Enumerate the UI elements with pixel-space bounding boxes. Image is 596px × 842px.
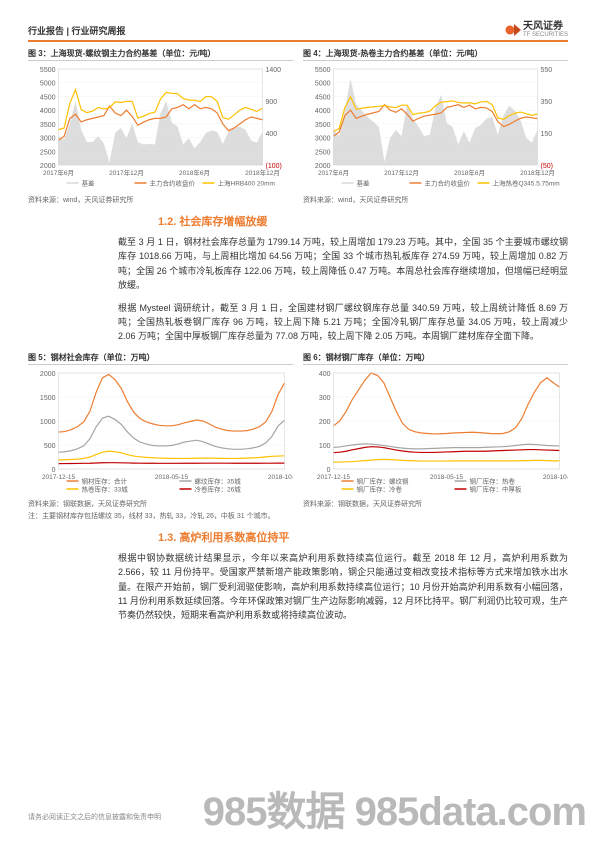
svg-text:钢厂库存：螺纹钢: 钢厂库存：螺纹钢 [357, 476, 410, 485]
svg-text:150: 150 [541, 131, 553, 138]
svg-text:2000: 2000 [40, 371, 56, 378]
svg-text:4000: 4000 [315, 108, 331, 115]
svg-text:2017年6月: 2017年6月 [43, 168, 74, 177]
chart-3-canvas: 2000 2500 3000 3500 4000 4500 5000 5500 (100) 400… [28, 63, 293, 193]
svg-text:200: 200 [319, 419, 331, 426]
svg-text:螺纹库存：35城: 螺纹库存：35城 [195, 476, 242, 485]
chart-4-source: 资料来源：wind，天风证券研究所 [303, 195, 568, 205]
svg-text:100: 100 [319, 443, 331, 450]
chart-5-title: 图 5：钢材社会库存（单位：万吨） [28, 352, 293, 365]
chart-3: 图 3：上海现货-螺纹钢主力合约基差（单位：元/吨） 2000 2500 3000 3… [28, 48, 293, 205]
svg-text:4500: 4500 [40, 94, 56, 101]
svg-text:0: 0 [327, 467, 331, 474]
svg-text:500: 500 [44, 443, 56, 450]
svg-text:350: 350 [541, 99, 553, 106]
chart-4-canvas: 2000 2500 3000 3500 4000 4500 5000 5500 (50) 150 3… [303, 63, 568, 193]
watermark: 985数据 985data.com [203, 779, 586, 837]
svg-text:2017-12-15: 2017-12-15 [317, 474, 351, 481]
svg-text:钢厂库存：中厚板: 钢厂库存：中厚板 [470, 484, 523, 493]
svg-text:1400: 1400 [266, 67, 282, 74]
section-12-p2: 根据 Mysteel 调研统计，截至 3 月 1 日，全国建材钢厂螺纹钢库存总量… [118, 301, 568, 344]
chart-6-source: 资料来源：钢联数据，天风证券研究所 [303, 499, 568, 509]
svg-text:400: 400 [319, 371, 331, 378]
svg-text:2018-10-15: 2018-10-15 [543, 474, 568, 481]
svg-text:3500: 3500 [40, 122, 56, 129]
svg-text:主力合约收盘价: 主力合约收盘价 [425, 179, 471, 188]
section-13-p1: 根据中钢协数据统计结果显示，今年以来高炉利用系数持续高位运行。截至 2018 年… [118, 551, 568, 623]
svg-text:5500: 5500 [40, 67, 56, 74]
section-12-p1: 截至 3 月 1 日，钢材社会库存总量为 1799.14 万吨，较上周增加 17… [118, 235, 568, 293]
svg-text:冷卷库存：26城: 冷卷库存：26城 [195, 484, 242, 493]
charts-row-1: 图 3：上海现货-螺纹钢主力合约基差（单位：元/吨） 2000 2500 3000 3… [28, 48, 568, 205]
chart-5-canvas: 0 500 1000 1500 2000 2017-12-15 2018-05-15 2018… [28, 367, 293, 497]
svg-text:3000: 3000 [40, 136, 56, 143]
svg-text:基差: 基差 [82, 179, 96, 188]
logo-cn: 天风证券 [523, 22, 568, 32]
svg-text:1000: 1000 [40, 419, 56, 426]
svg-text:钢厂库存：冷卷: 钢厂库存：冷卷 [357, 484, 403, 493]
svg-text:钢厂库存：热卷: 钢厂库存：热卷 [470, 476, 516, 485]
page-header: 行业报告 | 行业研究周报 天风证券 TF SECURITIES [28, 22, 568, 42]
svg-text:2018-10-15: 2018-10-15 [268, 474, 293, 481]
svg-text:2018年6月: 2018年6月 [179, 168, 210, 177]
svg-text:2017年6月: 2017年6月 [318, 168, 349, 177]
svg-text:2000: 2000 [315, 163, 331, 170]
svg-text:2017-12-15: 2017-12-15 [42, 474, 76, 481]
svg-text:2018-05-15: 2018-05-15 [155, 474, 189, 481]
svg-text:2017年12月: 2017年12月 [109, 168, 144, 177]
svg-text:550: 550 [541, 67, 553, 74]
logo-icon [505, 22, 521, 38]
svg-text:上海HRB400 20mm: 上海HRB400 20mm [218, 179, 275, 188]
svg-text:3500: 3500 [315, 122, 331, 129]
logo: 天风证券 TF SECURITIES [505, 22, 568, 38]
svg-text:900: 900 [266, 99, 278, 106]
svg-text:钢材库存：合计: 钢材库存：合计 [82, 476, 128, 485]
footer-disclaimer: 请务必阅读正文之后的信息披露和免责申明 [28, 812, 161, 822]
chart-6-canvas: 0 100 200 300 400 2017-12-15 2018-05-15 2018-10… [303, 367, 568, 497]
chart-4-title: 图 4：上海现货-热卷主力合约基差（单位：元/吨） [303, 48, 568, 61]
svg-text:(100): (100) [266, 163, 282, 170]
header-title: 行业报告 | 行业研究周报 [28, 24, 126, 37]
svg-text:主力合约收盘价: 主力合约收盘价 [150, 179, 196, 188]
charts-row-2: 图 5：钢材社会库存（单位：万吨） 05001000150020002017-1… [28, 352, 568, 521]
chart-4: 图 4：上海现货-热卷主力合约基差（单位：元/吨） 2000 2500 3000 35… [303, 48, 568, 205]
svg-text:5000: 5000 [315, 81, 331, 88]
svg-text:2018年12月: 2018年12月 [520, 168, 555, 177]
svg-text:1500: 1500 [40, 395, 56, 402]
chart-5: 图 5：钢材社会库存（单位：万吨） 0 500 1000 1500 2000 2017-1… [28, 352, 293, 521]
svg-text:上海热卷Q345.5.75mm: 上海热卷Q345.5.75mm [493, 179, 560, 188]
svg-text:5000: 5000 [40, 81, 56, 88]
chart-5-note: 注：主要钢材库存包括螺纹 35，线材 33，热轧 33，冷轧 26，中板 31 … [28, 511, 293, 521]
svg-text:热卷库存：33城: 热卷库存：33城 [82, 484, 129, 493]
svg-text:2500: 2500 [40, 149, 56, 156]
svg-text:5500: 5500 [315, 67, 331, 74]
chart-3-title: 图 3：上海现货-螺纹钢主力合约基差（单位：元/吨） [28, 48, 293, 61]
svg-text:2000: 2000 [40, 163, 56, 170]
section-13-title: 1.3. 高炉利用系数高位持平 [158, 529, 568, 545]
chart-5-source: 资料来源：钢联数据，天风证券研究所 [28, 499, 293, 509]
svg-text:(50): (50) [541, 163, 553, 170]
svg-text:3000: 3000 [315, 136, 331, 143]
chart-6-title: 图 6：钢材钢厂库存（单位：万吨） [303, 352, 568, 365]
svg-text:2018年6月: 2018年6月 [454, 168, 485, 177]
section-12-title: 1.2. 社会库存增幅放缓 [158, 213, 568, 229]
svg-text:400: 400 [266, 131, 278, 138]
logo-en: TF SECURITIES [523, 32, 568, 38]
svg-text:300: 300 [319, 395, 331, 402]
svg-text:2500: 2500 [315, 149, 331, 156]
svg-text:基差: 基差 [357, 179, 371, 188]
svg-text:0: 0 [52, 467, 56, 474]
svg-text:2018年12月: 2018年12月 [245, 168, 280, 177]
chart-6: 图 6：钢材钢厂库存（单位：万吨） 0 100 200 300 400 2017-12-1… [303, 352, 568, 521]
chart-3-source: 资料来源：wind，天风证券研究所 [28, 195, 293, 205]
svg-text:4000: 4000 [40, 108, 56, 115]
svg-text:2017年12月: 2017年12月 [384, 168, 419, 177]
svg-text:2018-05-15: 2018-05-15 [430, 474, 464, 481]
svg-text:4500: 4500 [315, 94, 331, 101]
